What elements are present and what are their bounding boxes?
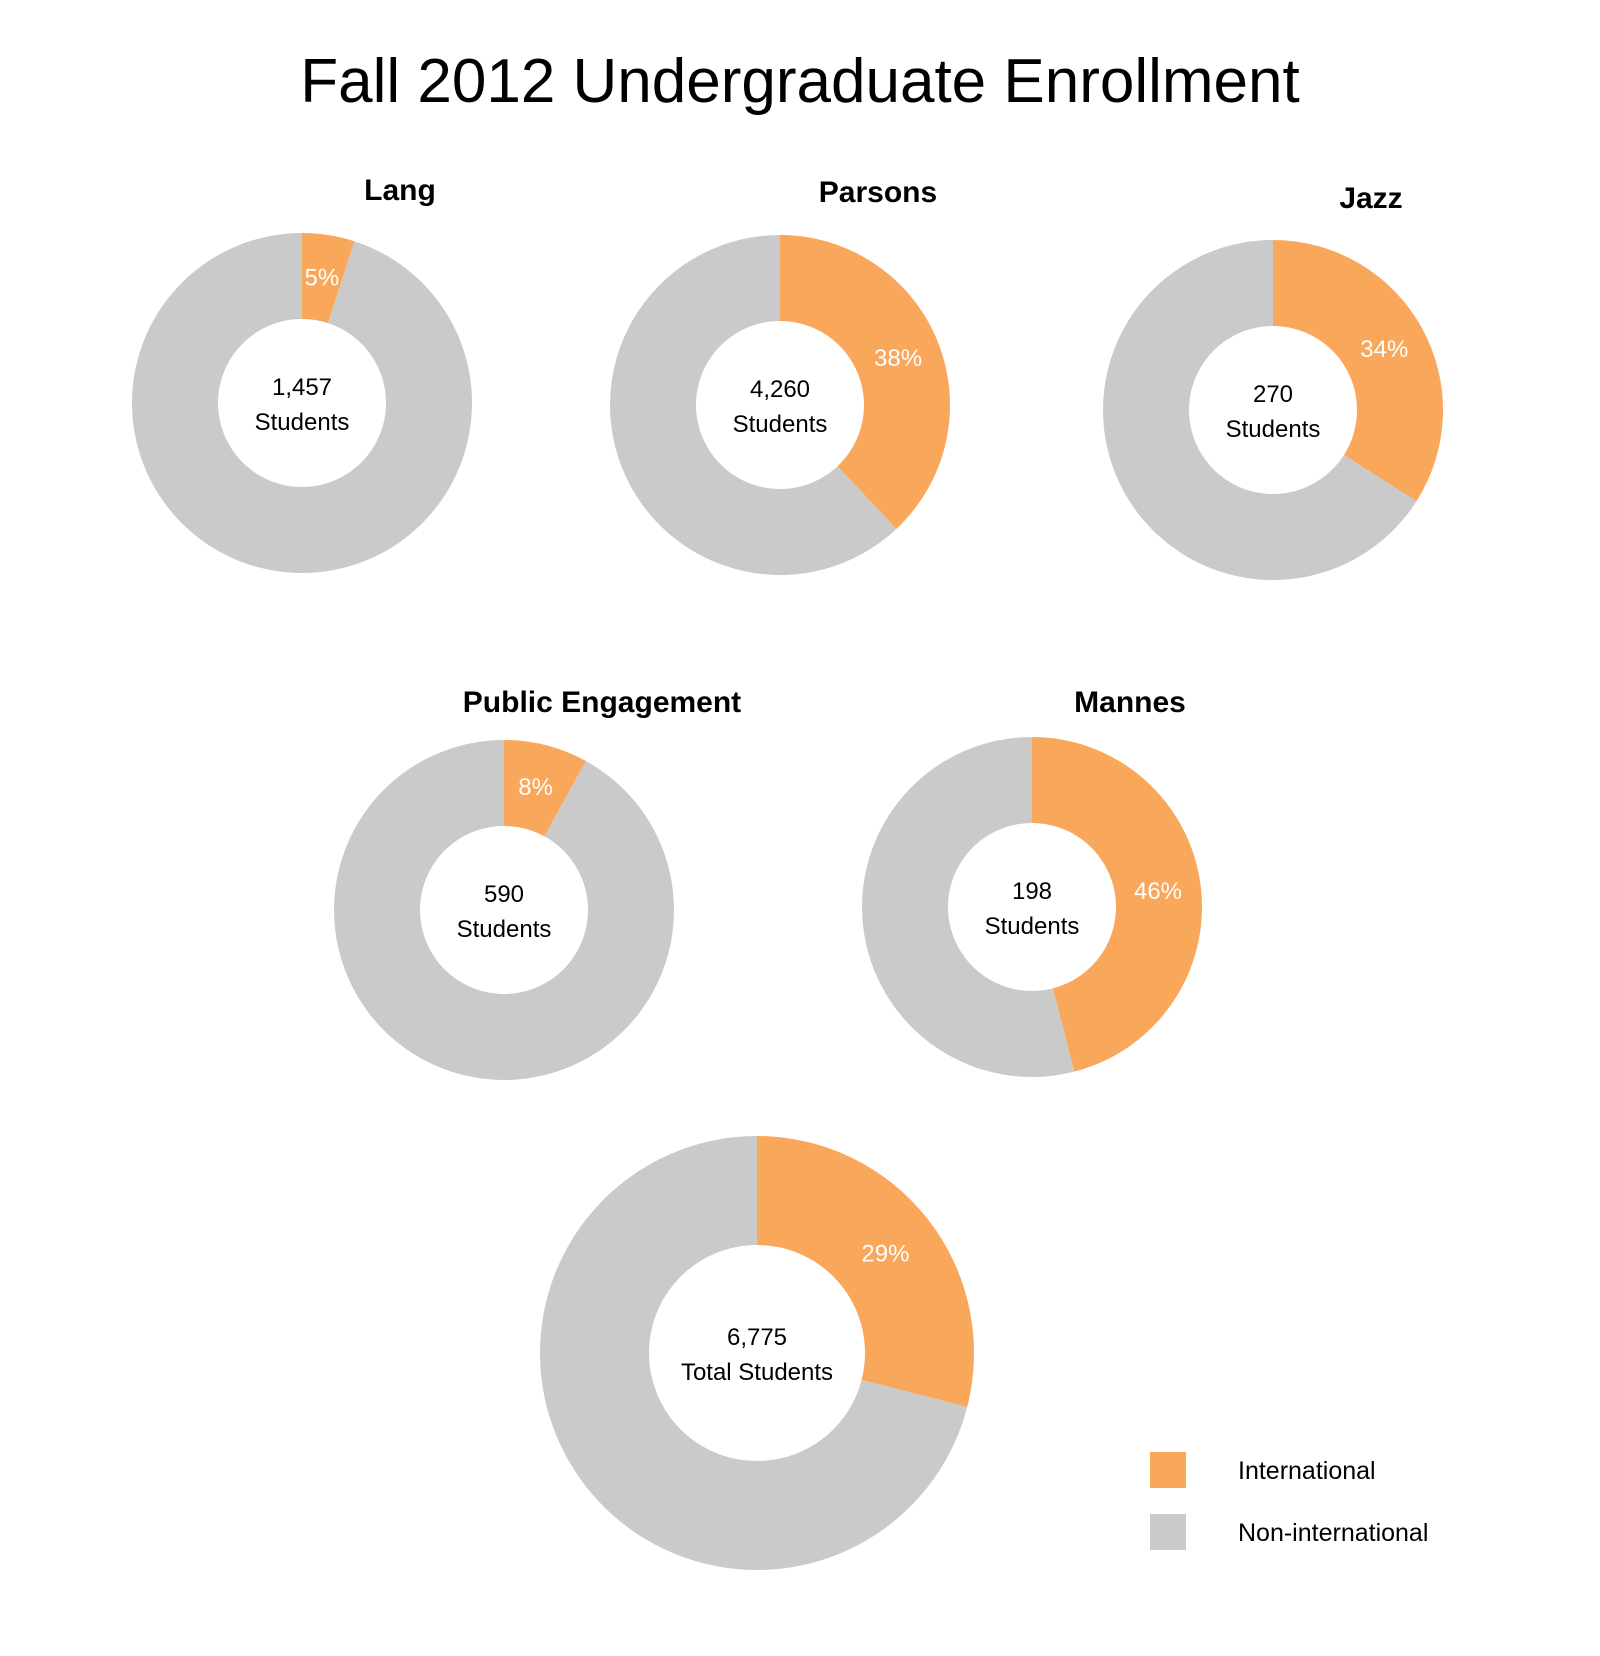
center-value-jazz: 270 <box>1253 381 1293 408</box>
center-label-mannes: Students <box>985 913 1080 940</box>
slice-international-public-engagement <box>504 740 586 837</box>
slice-non-international-mannes <box>862 737 1075 1077</box>
donut-mannes: 46% 198 Students Mannes <box>862 686 1203 1077</box>
center-value-public-engagement: 590 <box>484 881 524 908</box>
donut-title-jazz: Jazz <box>1339 182 1402 215</box>
legend: International Non-international <box>1150 1452 1428 1550</box>
data-label-jazz: 34% <box>1360 336 1408 363</box>
slice-international-jazz <box>1273 240 1443 502</box>
slice-international-mannes <box>1032 737 1203 1072</box>
center-label-jazz: Students <box>1226 416 1321 443</box>
center-label-parsons: Students <box>733 411 828 438</box>
slice-non-international-jazz <box>1103 240 1417 581</box>
donut-charts: 5% 1,457 Students Lang 38% 4,260 Students Parso… <box>132 174 1443 1570</box>
chart-title: Fall 2012 Undergraduate Enrollment <box>300 47 1299 116</box>
center-label-public-engagement: Students <box>457 916 552 943</box>
legend-label-international: International <box>1238 1457 1376 1485</box>
donut-title-mannes: Mannes <box>1074 686 1186 719</box>
data-label-lang: 5% <box>305 265 340 292</box>
data-label-public-engagement: 8% <box>518 774 553 801</box>
center-value-parsons: 4,260 <box>750 376 810 403</box>
donut-jazz: 34% 270 Students Jazz <box>1103 182 1443 581</box>
donut-public-engagement: 8% 590 Students Public Engagement <box>333 686 741 1080</box>
center-label-total: Total Students <box>681 1359 833 1386</box>
legend-swatch-international <box>1150 1452 1186 1488</box>
donut-parsons: 38% 4,260 Students Parsons <box>609 176 950 576</box>
donut-title-public-engagement: Public Engagement <box>463 686 741 719</box>
center-value-total: 6,775 <box>727 1324 787 1351</box>
slice-non-international-total <box>539 1136 968 1570</box>
center-value-lang: 1,457 <box>272 374 332 401</box>
legend-label-non-international: Non-international <box>1238 1519 1428 1547</box>
donut-total: 29% 6,775 Total Students <box>539 1136 974 1570</box>
data-label-parsons: 38% <box>874 345 922 372</box>
slice-non-international-parsons <box>609 235 897 576</box>
data-label-mannes: 46% <box>1134 878 1182 905</box>
center-value-mannes: 198 <box>1012 878 1052 905</box>
slice-non-international-public-engagement <box>333 740 674 1080</box>
donut-lang: 5% 1,457 Students Lang <box>132 174 473 574</box>
slice-international-parsons <box>780 235 950 529</box>
data-label-total: 29% <box>861 1240 909 1267</box>
slice-non-international-lang <box>132 233 473 574</box>
donut-title-parsons: Parsons <box>819 176 937 209</box>
slice-international-lang <box>302 233 355 324</box>
center-label-lang: Students <box>255 409 350 436</box>
donut-title-lang: Lang <box>364 174 436 207</box>
slice-international-total <box>757 1136 974 1407</box>
legend-swatch-non-international <box>1150 1514 1186 1550</box>
